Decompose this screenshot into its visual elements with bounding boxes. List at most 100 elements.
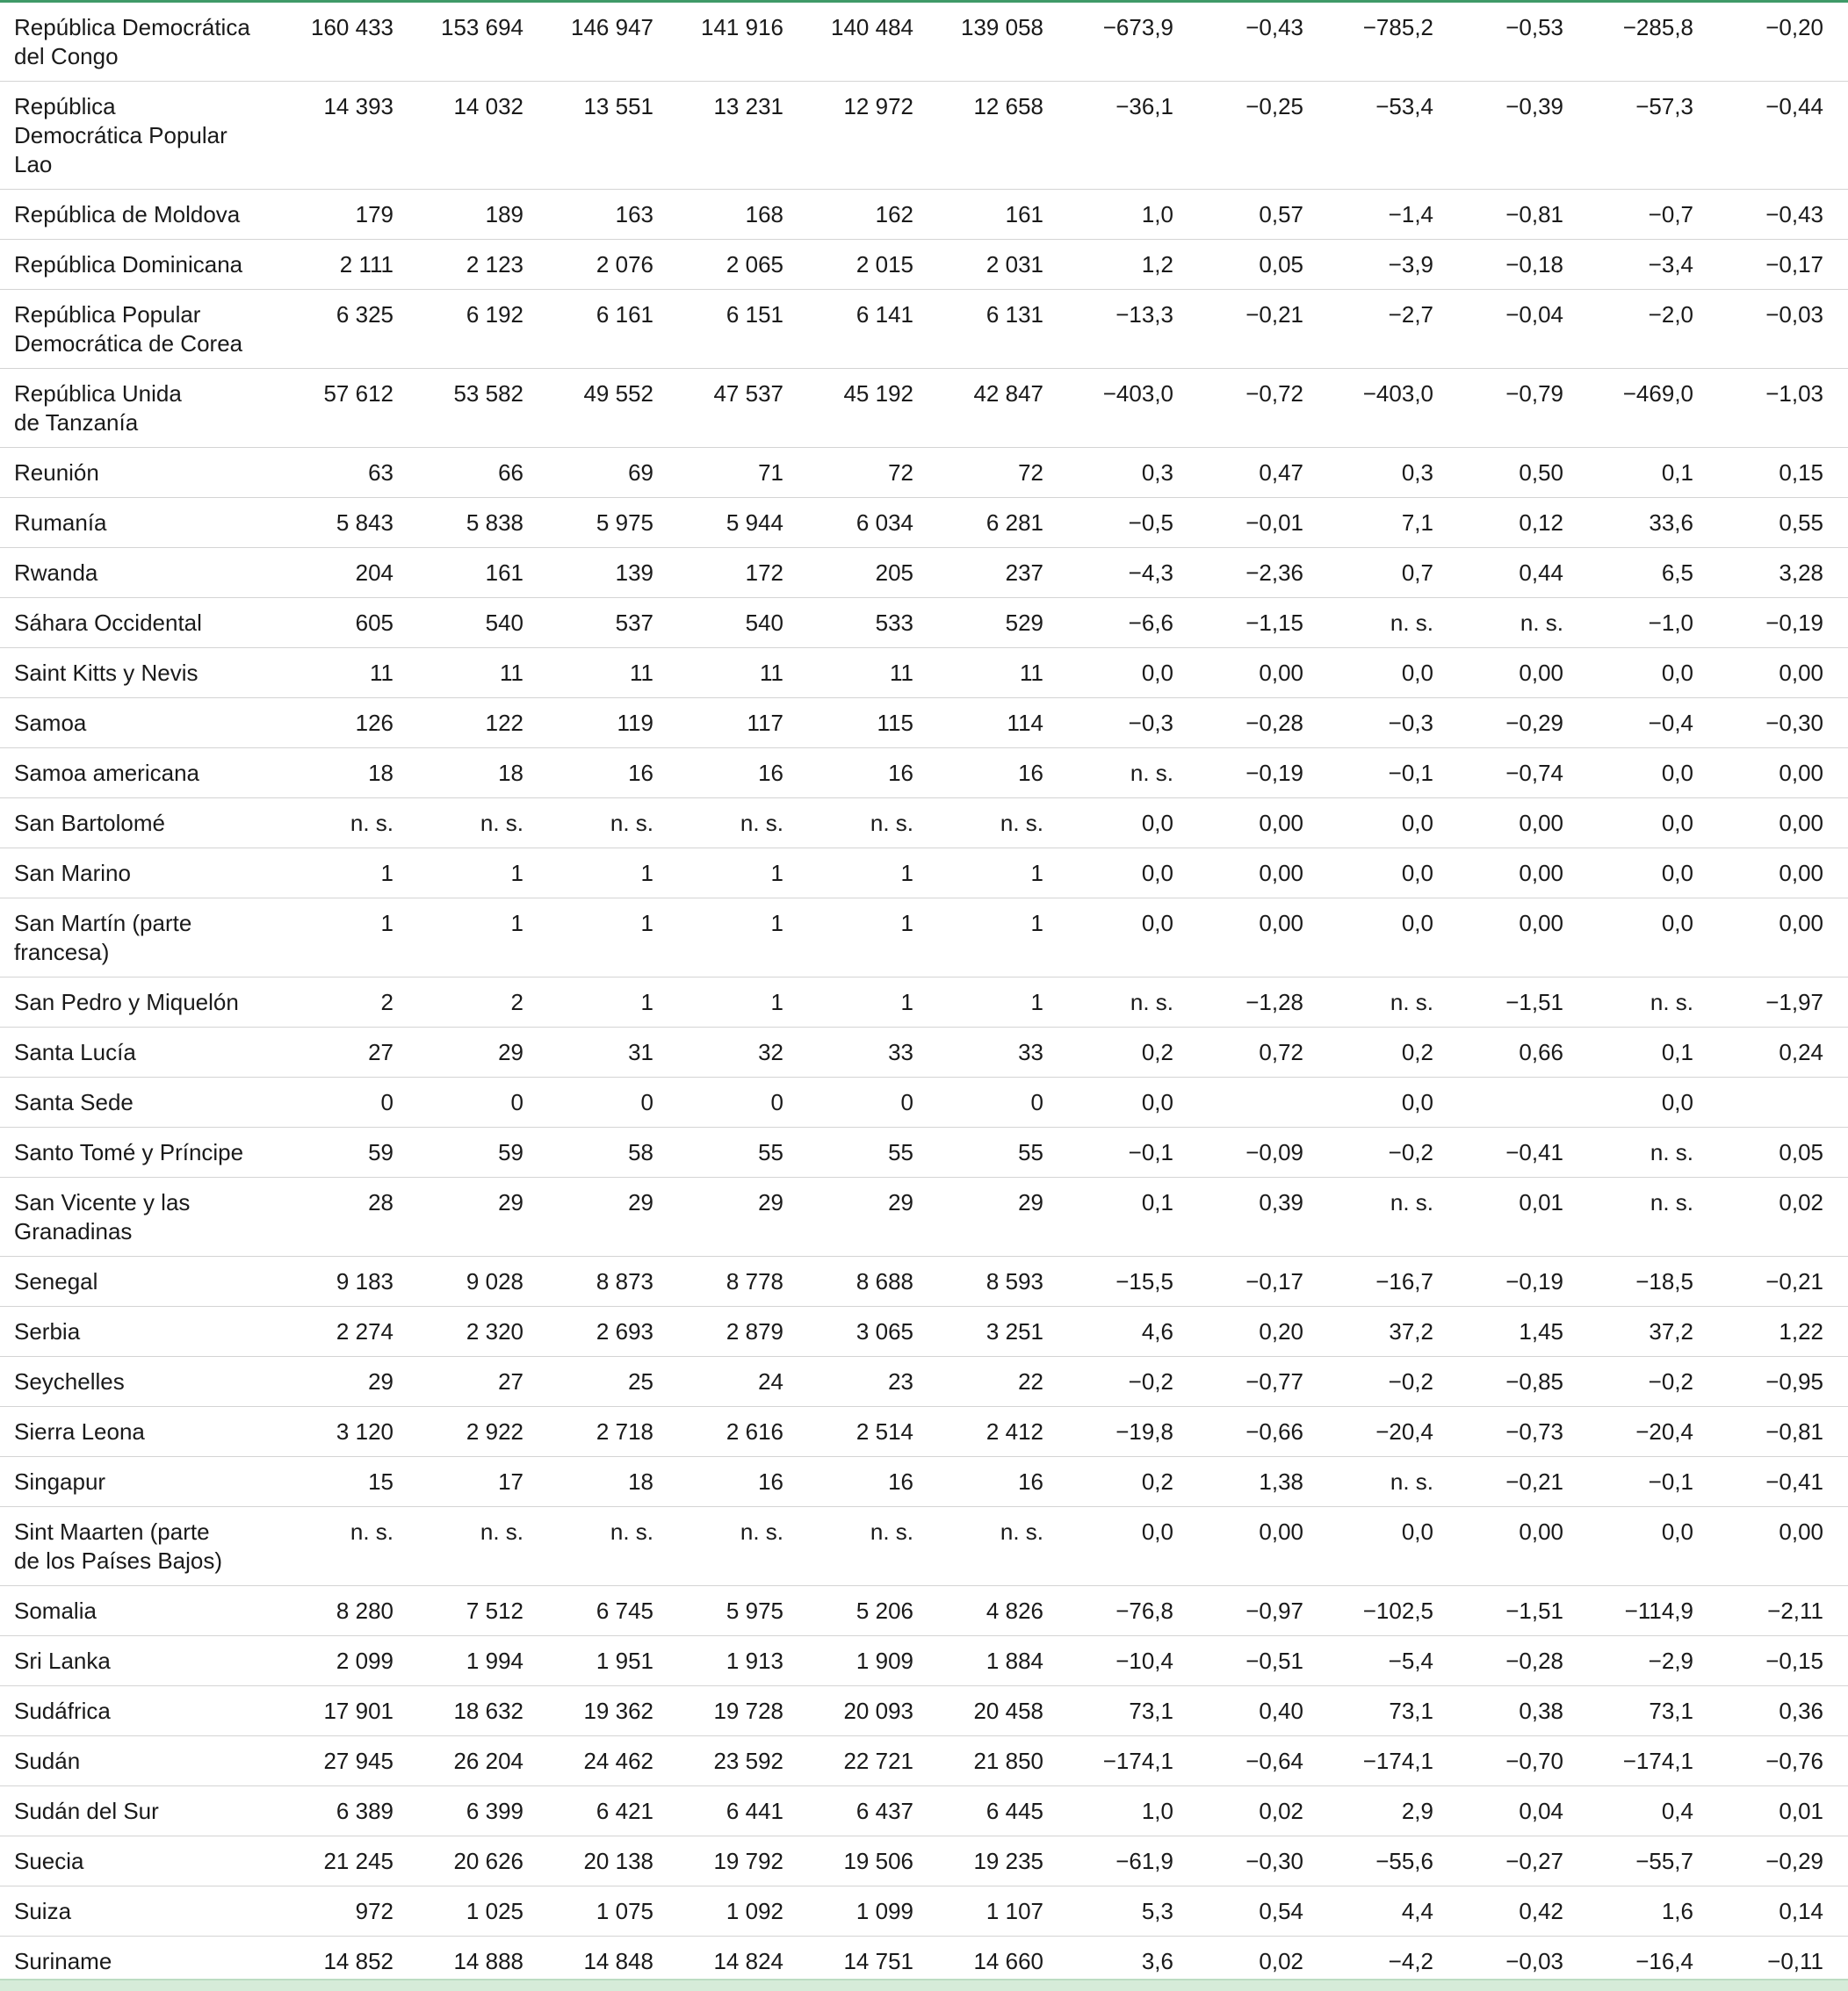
value-cell: −102,5 xyxy=(1328,1585,1458,1636)
value-cell: 6 437 xyxy=(808,1785,938,1836)
value-cell: 45 192 xyxy=(808,368,938,448)
value-cell: n. s. xyxy=(808,1506,938,1586)
value-cell: 2 015 xyxy=(808,239,938,290)
value-cell: n. s. xyxy=(1588,1177,1718,1257)
value-cell: 18 632 xyxy=(418,1685,548,1736)
value-cell: 6 745 xyxy=(548,1585,678,1636)
value-cell: 126 xyxy=(288,697,418,748)
country-name: San Pedro y Miquelón xyxy=(14,989,239,1015)
country-name: Santa Sede xyxy=(14,1089,134,1115)
value-cell: 1 xyxy=(418,898,548,977)
table-row: Senegal 9 183 9 028 8 873 8 778 8 688 8 593 −15… xyxy=(0,1256,1848,1307)
value-cell: 12 972 xyxy=(808,81,938,190)
value-cell: 0,00 xyxy=(1198,797,1328,848)
value-cell: −2,36 xyxy=(1198,547,1328,598)
table-row: Sierra Leona 3 120 2 922 2 718 2 616 2 514 2 4… xyxy=(0,1406,1848,1457)
value-cell: 3 065 xyxy=(808,1306,938,1357)
value-cell: 0,40 xyxy=(1198,1685,1328,1736)
value-cell: −61,9 xyxy=(1068,1836,1198,1886)
value-cell: 529 xyxy=(938,597,1068,648)
value-cell: 2 111 xyxy=(288,239,418,290)
value-cell: 161 xyxy=(418,547,548,598)
value-cell: 115 xyxy=(808,697,938,748)
table-footer-band xyxy=(0,1979,1848,1991)
value-cell: 0,0 xyxy=(1588,747,1718,798)
country-cell: Rumanía xyxy=(0,497,288,548)
value-cell: n. s. xyxy=(1588,1127,1718,1178)
value-cell: 0,57 xyxy=(1198,189,1328,240)
value-cell: 5 206 xyxy=(808,1585,938,1636)
value-cell: 0,00 xyxy=(1458,898,1588,977)
value-cell: 540 xyxy=(678,597,808,648)
value-cell: n. s. xyxy=(1328,1177,1458,1257)
value-cell: 0,00 xyxy=(1718,848,1848,898)
value-cell: 37,2 xyxy=(1328,1306,1458,1357)
value-cell: 0,3 xyxy=(1328,447,1458,498)
value-cell: 6 399 xyxy=(418,1785,548,1836)
value-cell: 0,00 xyxy=(1718,647,1848,698)
country-cell: San Vicente y las Granadinas xyxy=(0,1177,288,1257)
value-cell: 0,0 xyxy=(1588,647,1718,698)
value-cell: 2 123 xyxy=(418,239,548,290)
value-cell: 63 xyxy=(288,447,418,498)
value-cell: −0,28 xyxy=(1458,1635,1588,1686)
value-cell: −1,03 xyxy=(1718,368,1848,448)
value-cell: 160 433 xyxy=(288,3,418,82)
value-cell: 11 xyxy=(288,647,418,698)
value-cell: −0,17 xyxy=(1198,1256,1328,1307)
country-cell: San Pedro y Miquelón xyxy=(0,977,288,1028)
value-cell: 6 141 xyxy=(808,289,938,369)
value-cell: n. s. xyxy=(938,1506,1068,1586)
value-cell: −0,2 xyxy=(1068,1356,1198,1407)
country-cell: San Bartolomé xyxy=(0,797,288,848)
value-cell: 1,0 xyxy=(1068,1785,1198,1836)
value-cell: 1 951 xyxy=(548,1635,678,1686)
value-cell: 6 034 xyxy=(808,497,938,548)
value-cell: 8 593 xyxy=(938,1256,1068,1307)
value-cell: −16,4 xyxy=(1588,1936,1718,1987)
value-cell: 72 xyxy=(938,447,1068,498)
value-cell: 0,0 xyxy=(1328,797,1458,848)
value-cell: −0,29 xyxy=(1718,1836,1848,1886)
value-cell: 0,00 xyxy=(1458,1506,1588,1586)
country-cell: Sierra Leona xyxy=(0,1406,288,1457)
value-cell: −0,3 xyxy=(1328,697,1458,748)
value-cell: −0,81 xyxy=(1718,1406,1848,1457)
value-cell: −0,1 xyxy=(1068,1127,1198,1178)
value-cell: 0,7 xyxy=(1328,547,1458,598)
value-cell: −4,2 xyxy=(1328,1936,1458,1987)
value-cell: 59 xyxy=(418,1127,548,1178)
value-cell: 0,00 xyxy=(1458,647,1588,698)
value-cell: 6 281 xyxy=(938,497,1068,548)
value-cell: 14 751 xyxy=(808,1936,938,1987)
value-cell: 6,5 xyxy=(1588,547,1718,598)
country-name: República Dominicana xyxy=(14,251,243,278)
country-name: Singapur xyxy=(14,1468,106,1495)
table-row: Sri Lanka 2 099 1 994 1 951 1 913 1 909 1 884−… xyxy=(0,1635,1848,1686)
table-row: Singapur 15 17 18 16 16 16 0,2 1,38 n. s. −0,21 −0,… xyxy=(0,1456,1848,1507)
value-cell: −0,43 xyxy=(1198,3,1328,82)
country-cell: Sudán del Sur xyxy=(0,1785,288,1836)
table-row: Suecia 21 245 20 626 20 138 19 792 19 506 19 2… xyxy=(0,1836,1848,1886)
country-cell: Sri Lanka xyxy=(0,1635,288,1686)
country-cell: San Martín (parte francesa) xyxy=(0,898,288,977)
country-name: Samoa xyxy=(14,710,87,736)
value-cell: 205 xyxy=(808,547,938,598)
value-cell: 0,05 xyxy=(1718,1127,1848,1178)
value-cell: 0,0 xyxy=(1068,898,1198,977)
country-name: de Tanzanía xyxy=(14,409,139,436)
table-row: Sáhara Occidental 605 540 537 540 533 529 −6,6−… xyxy=(0,597,1848,648)
value-cell: 3,6 xyxy=(1068,1936,1198,1987)
value-cell: 9 028 xyxy=(418,1256,548,1307)
country-name: francesa) xyxy=(14,939,110,965)
value-cell: 33 xyxy=(808,1027,938,1078)
value-cell: 0,0 xyxy=(1068,647,1198,698)
value-cell: −0,77 xyxy=(1198,1356,1328,1407)
value-cell: 2 879 xyxy=(678,1306,808,1357)
value-cell: 17 901 xyxy=(288,1685,418,1736)
value-cell: 0,04 xyxy=(1458,1785,1588,1836)
value-cell: 0,0 xyxy=(1328,1077,1458,1128)
value-cell: 1 994 xyxy=(418,1635,548,1686)
country-name: República Democrática xyxy=(14,14,250,40)
value-cell: n. s. xyxy=(678,797,808,848)
